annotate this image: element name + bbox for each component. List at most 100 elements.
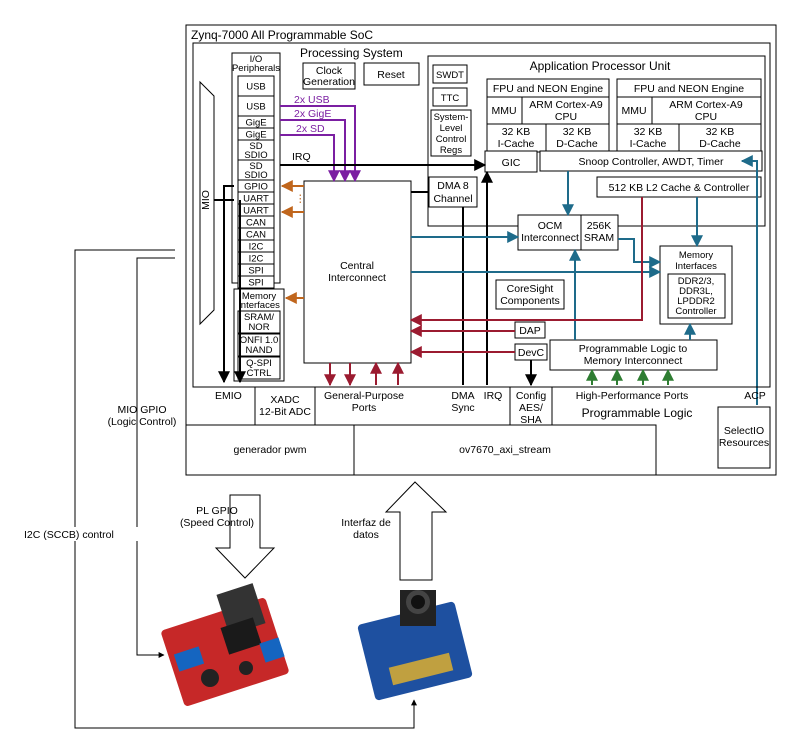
ddr-block bbox=[667, 273, 726, 319]
swdt-label: SWDT bbox=[436, 70, 464, 81]
swdt-block bbox=[432, 64, 468, 84]
cpu0-cpu-1: ARM Cortex-A9 bbox=[529, 99, 603, 111]
io-item-label: SDIO bbox=[244, 150, 267, 161]
l2-block bbox=[596, 176, 762, 198]
io-item-cell bbox=[237, 275, 275, 289]
slcr-2: Level bbox=[440, 123, 463, 134]
irq-bottom: IRQ bbox=[484, 390, 503, 402]
dma-sync-2: Sync bbox=[451, 402, 474, 414]
emio-label: EMIO bbox=[215, 390, 242, 402]
coresight-2: Components bbox=[500, 295, 560, 307]
io-item-label: UART bbox=[243, 206, 269, 217]
clock-gen-1: Clock bbox=[316, 65, 343, 77]
ocm-block bbox=[517, 214, 619, 251]
ttc-label: TTC bbox=[441, 93, 460, 104]
usb-arrow bbox=[280, 105, 361, 183]
devc-label: DevC bbox=[518, 347, 545, 359]
dma-sync-1: DMA bbox=[451, 390, 474, 402]
ocm-2: Interconnect bbox=[521, 232, 579, 244]
mem-left-item-label: Q-SPI bbox=[246, 358, 272, 369]
mem-left-item bbox=[237, 356, 281, 380]
camera-module bbox=[357, 590, 473, 701]
ddr-2: DDR3L, bbox=[679, 286, 713, 297]
snoop-block bbox=[539, 150, 763, 172]
mem-left-item bbox=[237, 333, 281, 357]
ov7670-label: ov7670_axi_stream bbox=[459, 444, 551, 456]
mem-if-right-2: Interfaces bbox=[675, 261, 717, 272]
sd-label: 2x SD bbox=[296, 123, 325, 135]
mem-if-right-1: Memory bbox=[679, 250, 714, 261]
ps-title: Processing System bbox=[300, 46, 403, 60]
cpu1-dcache-1: 32 KB bbox=[706, 126, 735, 138]
cpu1-block bbox=[616, 78, 762, 153]
ov7670-block bbox=[353, 424, 657, 476]
dma-1: DMA 8 bbox=[437, 180, 469, 192]
clock-gen-2: Generation bbox=[303, 76, 355, 88]
mio-block bbox=[199, 80, 215, 326]
mem-left-item bbox=[237, 310, 281, 334]
i2c-wire bbox=[74, 249, 417, 729]
selectio-block bbox=[717, 406, 771, 469]
interfaz-1: Interfaz de bbox=[341, 517, 391, 529]
io-item-label: SD bbox=[249, 141, 262, 152]
io-item-label: CAN bbox=[246, 230, 266, 241]
gige-label: 2x GigE bbox=[294, 108, 331, 120]
config-2: AES/ bbox=[519, 402, 543, 414]
io-title-2: Peripherals bbox=[232, 63, 280, 74]
mem-left-item-label: SRAM/ bbox=[244, 312, 274, 323]
io-item-label: SPI bbox=[248, 266, 263, 277]
coresight-1: CoreSight bbox=[507, 283, 554, 295]
mem-left-item-label: NOR bbox=[248, 322, 269, 333]
io-title-1: I/O bbox=[250, 54, 263, 65]
mio-gpio-1: MIO GPIO bbox=[117, 404, 166, 416]
clock-gen-block bbox=[302, 62, 356, 90]
cpu1-icache-1: 32 KB bbox=[634, 126, 663, 138]
motor-driver-board bbox=[161, 583, 289, 706]
io-item-label: GPIO bbox=[244, 182, 268, 193]
ddr-1: DDR2/3, bbox=[678, 276, 714, 287]
cpu0-cpu-2: CPU bbox=[555, 111, 577, 123]
mio-label: MIO bbox=[200, 190, 212, 210]
io-item-label: GigE bbox=[245, 118, 266, 129]
config-1: Config bbox=[516, 390, 547, 402]
dap-label: DAP bbox=[519, 325, 541, 337]
config-block bbox=[509, 386, 553, 428]
central-1: Central bbox=[340, 260, 374, 272]
i2c-label: I2C (SCCB) control bbox=[24, 529, 114, 541]
soc-title: Zynq-7000 All Programmable SoC bbox=[191, 28, 373, 42]
reset-block bbox=[363, 62, 420, 86]
io-item-label: CAN bbox=[246, 218, 266, 229]
slcr-3: Control bbox=[436, 134, 467, 145]
ddr-3: LPDDR2 bbox=[677, 296, 715, 307]
orange-dots: ⋮ bbox=[295, 193, 306, 205]
cpu0-block bbox=[486, 78, 610, 153]
acp-label: ACP bbox=[744, 390, 766, 402]
interfaz-2: datos bbox=[353, 529, 379, 541]
coresight-block bbox=[495, 279, 565, 310]
mem-left-item-label: NAND bbox=[246, 345, 273, 356]
xadc-block bbox=[254, 386, 316, 426]
gic-label: GIC bbox=[502, 157, 521, 169]
interfaz-arrow bbox=[384, 481, 448, 581]
xadc-2: 12-Bit ADC bbox=[259, 406, 311, 418]
io-item-label: SPI bbox=[248, 278, 263, 289]
dma-2: Channel bbox=[433, 193, 472, 205]
l2-label: 512 KB L2 Cache & Controller bbox=[609, 182, 750, 194]
io-item-label: GigE bbox=[245, 130, 266, 141]
pl-mem-2: Memory Interconnect bbox=[584, 355, 683, 367]
mem-left-item-label: CTRL bbox=[247, 368, 272, 379]
gige-arrow bbox=[280, 119, 351, 183]
pwm-label: generador pwm bbox=[234, 444, 307, 456]
teal-ocm-ddr bbox=[618, 238, 662, 268]
mio-gpio-wire bbox=[136, 257, 175, 658]
gpio-emio-arrow bbox=[218, 185, 234, 384]
cpu0-fpu: FPU and NEON Engine bbox=[493, 83, 603, 95]
cpu1-icache-2: I-Cache bbox=[630, 138, 667, 150]
cpu0-dcache-2: D-Cache bbox=[556, 138, 598, 150]
reset-label: Reset bbox=[377, 69, 405, 81]
gp-ports-2: Ports bbox=[352, 402, 377, 414]
mio-gpio-2: (Logic Control) bbox=[108, 416, 177, 428]
ttc-block bbox=[432, 87, 468, 107]
pl-gpio-1: PL GPIO bbox=[196, 505, 238, 517]
mem-left-item-label: ONFI 1.0 bbox=[240, 335, 279, 346]
